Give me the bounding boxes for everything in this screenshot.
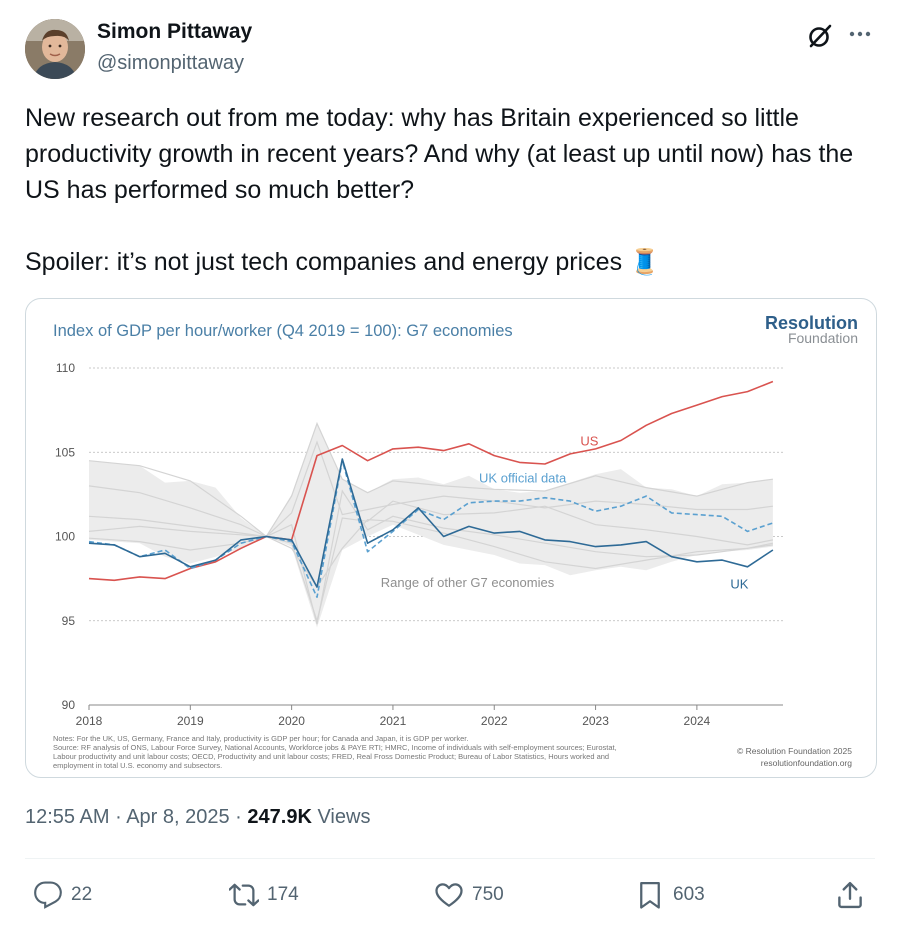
annotation-uk: UK <box>730 577 748 592</box>
reply-button[interactable]: 22 <box>33 880 92 910</box>
y-tick-label: 110 <box>56 361 75 375</box>
bookmark-button[interactable]: 603 <box>635 880 705 910</box>
views-label: Views <box>317 806 371 828</box>
y-tick-label: 100 <box>55 530 75 544</box>
x-tick-label: 2022 <box>481 714 508 728</box>
bookmark-count: 603 <box>673 884 705 905</box>
avatar[interactable] <box>25 19 85 79</box>
y-tick-label: 105 <box>55 445 75 459</box>
x-tick-label: 2018 <box>76 714 103 728</box>
y-tick-label: 90 <box>62 698 76 712</box>
x-tick-label: 2019 <box>177 714 204 728</box>
tweet-paragraph-1: New research out from me today: why has … <box>25 104 854 204</box>
chart-note: Source: RF analysis of ONS, Labour Force… <box>53 743 617 752</box>
annotation-uk-official: UK official data <box>479 471 567 486</box>
author-name[interactable]: Simon Pittaway <box>97 20 253 43</box>
like-count: 750 <box>472 884 504 905</box>
repost-count: 174 <box>267 884 299 905</box>
series-line-uk-official-data <box>88 459 774 599</box>
x-tick-label: 2020 <box>278 714 305 728</box>
chart-site: resolutionfoundation.org <box>761 758 852 768</box>
like-button[interactable]: 750 <box>434 880 504 910</box>
tweet-meta: 12:55 AM · Apr 8, 2025 · 247.9K Views <box>25 806 371 828</box>
brand-name: Resolution <box>765 313 858 333</box>
y-tick-label: 95 <box>62 614 76 628</box>
bookmark-icon <box>640 882 660 909</box>
tweet-media[interactable]: Index of GDP per hour/worker (Q4 2019 = … <box>25 298 877 778</box>
other-g7-line <box>88 440 773 538</box>
chart-copyright: © Resolution Foundation 2025 <box>737 746 852 756</box>
tweet-text: New research out from me today: why has … <box>25 100 875 280</box>
series-line-uk <box>88 458 774 588</box>
divider <box>25 858 875 859</box>
share-icon <box>838 881 862 909</box>
brand-subname: Foundation <box>788 330 858 346</box>
productivity-chart: Index of GDP per hour/worker (Q4 2019 = … <box>53 313 858 770</box>
other-g7-line <box>88 489 774 625</box>
tweet-paragraph-2: Spoiler: it’s not just tech companies an… <box>25 244 875 280</box>
x-tick-label: 2024 <box>684 714 711 728</box>
tweet-date[interactable]: Apr 8, 2025 <box>126 806 230 828</box>
repost-button[interactable]: 174 <box>229 880 299 910</box>
more-icon[interactable] <box>845 22 875 46</box>
share-button[interactable] <box>835 880 873 910</box>
avatar-image <box>25 19 85 79</box>
reply-count: 22 <box>71 884 93 905</box>
tweet-time[interactable]: 12:55 AM <box>25 806 110 828</box>
chart-note: Notes: For the UK, US, Germany, France a… <box>53 734 468 743</box>
annotation-range: Range of other G7 economies <box>381 575 555 590</box>
chart-note: employment in total U.S. economy and sub… <box>53 761 222 770</box>
tweet-paragraph-2-text: Spoiler: it’s not just tech companies an… <box>25 248 623 276</box>
other-g7-line <box>88 421 773 538</box>
author-handle[interactable]: @simonpittaway <box>97 52 245 74</box>
x-tick-label: 2023 <box>582 714 609 728</box>
series-line-us <box>88 380 774 582</box>
grok-icon[interactable] <box>806 22 834 50</box>
views-count: 247.9K <box>247 806 312 828</box>
chart-note: Labour productivity and unit labour cost… <box>53 752 609 761</box>
other-g7-line <box>88 500 774 623</box>
x-tick-label: 2021 <box>380 714 407 728</box>
annotation-us: US <box>580 434 598 449</box>
like-icon <box>435 883 463 907</box>
repost-icon <box>229 883 259 907</box>
other-g7-line <box>88 515 773 589</box>
thread-emoji-icon: 🧵 <box>629 248 661 276</box>
reply-icon <box>34 881 62 909</box>
chart-title: Index of GDP per hour/worker (Q4 2019 = … <box>53 322 513 340</box>
